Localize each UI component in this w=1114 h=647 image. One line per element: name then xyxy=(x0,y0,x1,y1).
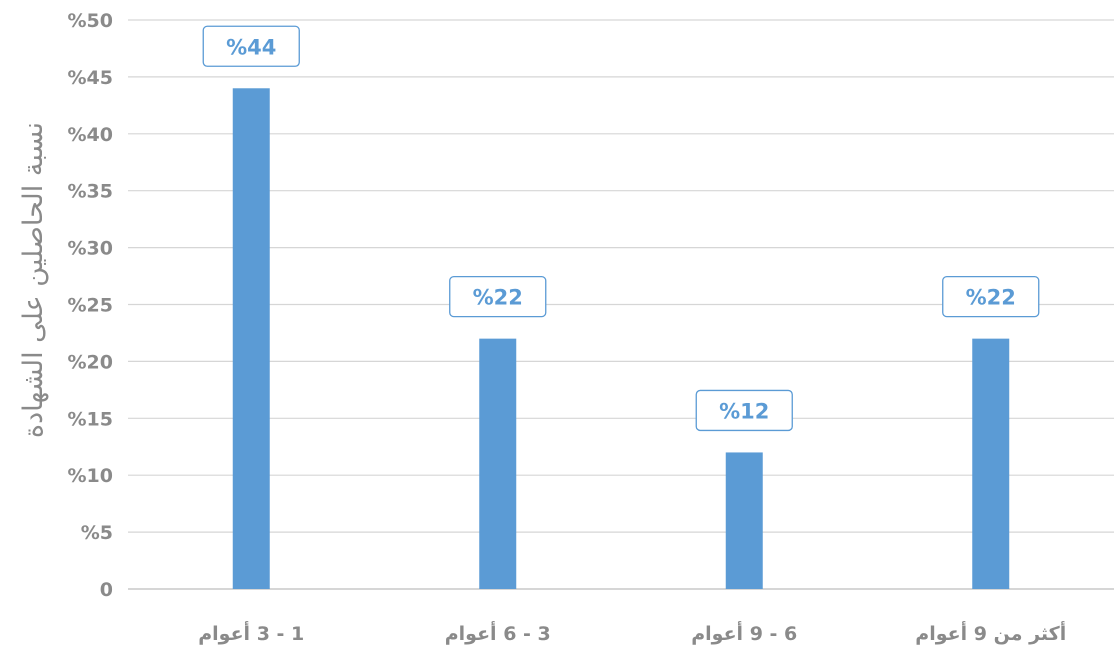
x-category-label: 3 - 6 أعوام xyxy=(445,621,551,645)
y-tick-label: %40 xyxy=(68,124,113,146)
y-axis-title: نسبة الحاصلين على الشهادة xyxy=(18,122,49,438)
bar xyxy=(479,338,517,589)
y-tick-label: %30 xyxy=(68,238,113,260)
y-tick-label: %50 xyxy=(68,10,113,32)
data-label-value: %44 xyxy=(226,35,276,59)
data-label: %22 xyxy=(449,275,547,318)
y-tick-label: %10 xyxy=(68,465,113,487)
y-tick-label: %5 xyxy=(81,522,113,544)
y-tick-label: %20 xyxy=(68,351,113,373)
x-category-label: 1 - 3 أعوام xyxy=(198,621,304,645)
gridlines xyxy=(128,19,1114,590)
y-axis-ticks: 0 %5 %10 %15 %20 %25 %30 %35 %40 %45 %50 xyxy=(68,10,113,601)
x-category-label: 6 - 9 أعوام xyxy=(691,621,797,645)
y-tick-label: %15 xyxy=(68,408,113,430)
y-tick-label: %35 xyxy=(68,181,113,203)
data-label-value: %22 xyxy=(966,286,1016,310)
data-labels: %44 %22 %12 %22 xyxy=(202,25,1040,432)
y-tick-label: %45 xyxy=(68,67,113,89)
y-tick-label: %25 xyxy=(68,295,113,317)
bars xyxy=(232,88,1010,589)
data-label-box xyxy=(202,25,300,67)
x-category-label: أكثر من 9 أعوام xyxy=(915,621,1066,645)
data-label-value: %12 xyxy=(719,399,769,423)
data-label-box xyxy=(449,275,547,318)
bar xyxy=(725,452,763,589)
x-axis-categories: 1 - 3 أعوام 3 - 6 أعوام 6 - 9 أعوام أكثر من… xyxy=(198,621,1066,645)
data-label: %44 xyxy=(202,25,300,67)
data-label-box xyxy=(942,275,1040,318)
data-label-box xyxy=(695,389,793,432)
bar xyxy=(232,88,270,589)
bar xyxy=(972,338,1010,589)
data-label: %22 xyxy=(942,275,1040,318)
data-label-value: %22 xyxy=(473,286,523,310)
y-tick-label: 0 xyxy=(100,579,113,601)
data-label: %12 xyxy=(695,389,793,432)
